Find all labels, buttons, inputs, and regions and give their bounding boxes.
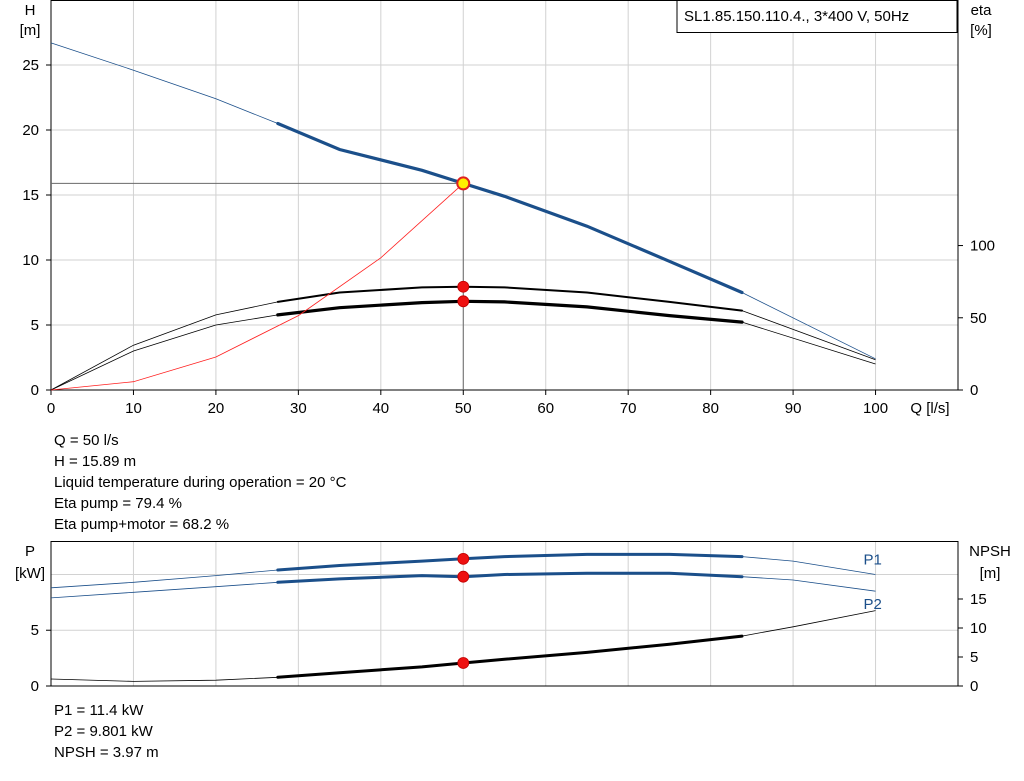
y2-tick-label: 100 <box>970 238 995 255</box>
x-tick-label: 40 <box>372 400 389 417</box>
info-npsh: NPSH = 3.97 m <box>54 744 159 761</box>
y2-tick-label: 5 <box>970 649 978 666</box>
y2-tick-label: 0 <box>970 382 978 399</box>
x-tick-label: 10 <box>125 400 142 417</box>
y-tick-label: 15 <box>22 187 39 204</box>
duty-point-info: Q = 50 l/s H = 15.89 m Liquid temperatur… <box>54 430 346 535</box>
y2-tick-label: 10 <box>970 620 987 637</box>
power-marker <box>457 657 470 669</box>
y-axis-label: H <box>25 2 36 19</box>
y-tick-label: 10 <box>22 252 39 269</box>
duty-point-marker <box>456 176 471 191</box>
curve-system-curve <box>50 183 464 391</box>
power-marker <box>457 570 470 583</box>
x-tick-label: 100 <box>863 400 888 417</box>
curve-eta-pump-motor-operating-range <box>276 299 744 324</box>
info-flow: Q = 50 l/s <box>54 432 119 449</box>
y-axis-label: P <box>25 543 35 560</box>
info-eta-pump: Eta pump = 79.4 % <box>54 495 182 512</box>
x-tick-label: 30 <box>290 400 307 417</box>
info-head: H = 15.89 m <box>54 453 137 470</box>
text-layer: 0510152025050100H[m]eta[%]05051015P[kW]N… <box>15 2 1011 695</box>
x-tick-label: 80 <box>702 400 719 417</box>
x-tick-label: 70 <box>620 400 637 417</box>
curve-p2-operating-range <box>276 571 744 584</box>
chart-title: SL1.85.150.110.4., 3*400 V, 50Hz <box>684 8 909 25</box>
y2-axis-label: NPSH <box>969 543 1011 560</box>
info-p1: P1 = 11.4 kW <box>54 702 144 719</box>
efficiency-marker <box>457 295 470 308</box>
curve-p1-operating-range <box>276 552 744 572</box>
info-liquid-temperature: Liquid temperature during operation = 20… <box>54 474 347 491</box>
y-tick-label: 0 <box>31 678 39 695</box>
x-axis-label: Q [l/s] <box>910 400 949 417</box>
x-tick-label: 60 <box>537 400 554 417</box>
series-label-p1: P1 <box>864 551 882 568</box>
y2-tick-label: 50 <box>970 310 987 327</box>
grid-layer <box>46 0 963 687</box>
series-label-p2: P2 <box>864 596 882 613</box>
x-tick-label: 0 <box>47 400 55 417</box>
y-tick-label: 25 <box>22 57 39 74</box>
x-tick-label: 50 <box>455 400 472 417</box>
info-p2: P2 = 9.801 kW <box>54 723 153 740</box>
y-tick-label: 5 <box>31 622 39 639</box>
y2-tick-label: 0 <box>970 678 978 695</box>
y-tick-label: 5 <box>31 317 39 334</box>
efficiency-marker <box>457 280 470 293</box>
curve-npsh-operating-range <box>276 634 744 679</box>
power-npsh-info: P1 = 11.4 kW P2 = 9.801 kW NPSH = 3.97 m <box>54 700 159 763</box>
x-tick-label: 90 <box>785 400 802 417</box>
curve-eta-pump-operating-range <box>276 285 743 312</box>
y2-axis-unit: [m] <box>980 565 1001 582</box>
y2-axis-unit: [%] <box>970 22 992 39</box>
power-marker <box>457 552 470 565</box>
curve-head-operating-range <box>276 121 744 295</box>
y2-tick-label: 15 <box>970 591 987 608</box>
info-eta-pump-motor: Eta pump+motor = 68.2 % <box>54 516 230 533</box>
markers-layer <box>456 176 471 669</box>
y-tick-label: 20 <box>22 122 39 139</box>
x-tick-label: 20 <box>208 400 225 417</box>
y-axis-unit: [m] <box>20 22 41 39</box>
y-tick-label: 0 <box>31 382 39 399</box>
title-box <box>676 0 958 33</box>
y-axis-unit: [kW] <box>15 565 45 582</box>
plot-frame <box>50 541 959 687</box>
y2-axis-label: eta <box>971 2 993 19</box>
